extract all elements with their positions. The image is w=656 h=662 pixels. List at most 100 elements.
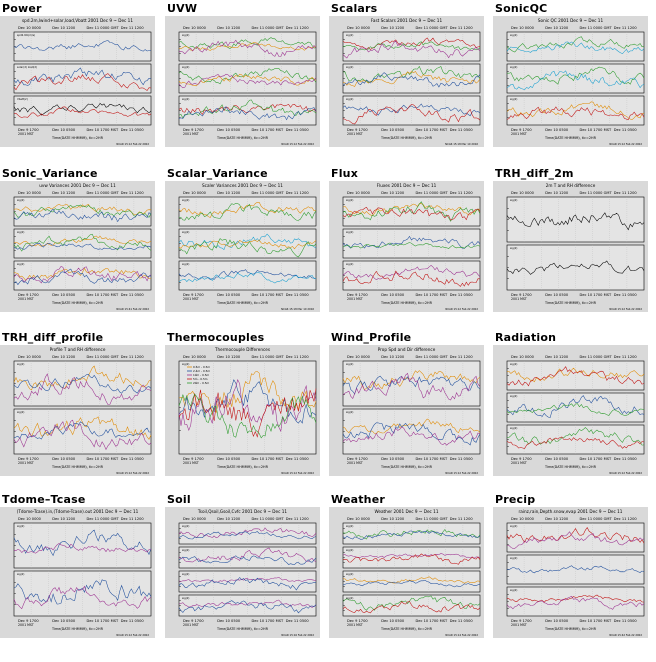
- series-line: [178, 238, 317, 258]
- plot-title: Profile T and RH difference: [50, 347, 106, 352]
- top-axis-label: Dec 10 0000: [18, 355, 42, 359]
- top-axis-label: Dec 11 0000 GMT: [87, 517, 120, 521]
- panel-thumbnail[interactable]: uvw Variances 2001 Dec 9 ~ Dec 11 Dec 10 …: [0, 181, 155, 312]
- series-legend: sig(2): [510, 246, 517, 250]
- series-legend: sig(2): [346, 33, 353, 37]
- top-axis-label: Dec 11 0000 GMT: [580, 355, 613, 359]
- bottom-axis-label: Dec 10 1700 MST: [87, 293, 119, 297]
- top-axis-label: Dec 11 0000 GMT: [416, 191, 449, 195]
- panel-thumbnail[interactable]: rainz,rain,Depth.snow,evap 2001 Dec 9 ~ …: [493, 507, 648, 638]
- bottom-axis-label: Dec 9 1700: [347, 128, 368, 132]
- top-axis-label: Dec 11 0000 GMT: [580, 191, 613, 195]
- panel-thumbnail[interactable]: Profile T and RH difference Dec 10 0000 De…: [0, 345, 155, 476]
- series-line: [13, 40, 152, 52]
- series-line: [342, 203, 481, 217]
- bottom-axis-label: Dec 10 1700 MST: [580, 128, 612, 132]
- time-series-plot: (Tdome-Tcase).in,(Tdome-Tcase).out 2001 …: [0, 507, 155, 638]
- bottom-axis-label: Dec 10 1700 MST: [87, 457, 119, 461]
- series-line: [506, 526, 645, 544]
- legend-entry: 5m - 0.5m: [193, 377, 208, 381]
- series-line: [506, 41, 645, 55]
- bottom-axis-label: Dec 11 0500: [450, 293, 474, 297]
- footer-timestamp: NCAR 15:12 Feb 22 2002: [445, 307, 478, 311]
- series-legend: sig(2): [510, 394, 517, 398]
- panel-label[interactable]: TRH_diff_2m: [495, 167, 574, 180]
- panel-label[interactable]: Precip: [495, 493, 536, 506]
- time-series-plot: Fluxes 2001 Dec 9 ~ Dec 11 Dec 10 0000 Dec…: [329, 181, 484, 312]
- time-axis-title: Time(DATE HHMMM), tic=2HR: [216, 136, 269, 140]
- series-line: [178, 531, 317, 540]
- bottom-axis-label: Dec 11 0500: [450, 457, 474, 461]
- panel-sonic_variance: Sonic_Variance uvw Variances 2001 Dec 9 ~…: [0, 167, 163, 330]
- panel-label[interactable]: Thermocouples: [167, 331, 265, 344]
- top-axis-label: Dec 10 1200: [217, 191, 241, 195]
- local-time-label: 2001 MST: [347, 623, 363, 627]
- bottom-axis-label: Dec 11 0500: [286, 293, 310, 297]
- bottom-axis-label: Dec 9 1700: [183, 128, 204, 132]
- time-series-plot: Tsoil,Qsoil,Gsoil,Cvfc 2001 Dec 9 ~ Dec …: [165, 507, 320, 638]
- panel-label[interactable]: Radiation: [495, 331, 557, 344]
- series-line: [178, 39, 317, 57]
- panel-label[interactable]: SonicQC: [495, 2, 548, 15]
- panel-thumbnail[interactable]: 2m T and RH difference Dec 10 0000 Dec 10 …: [493, 181, 648, 312]
- top-axis-label: Dec 10 1200: [381, 517, 405, 521]
- top-axis-label: Dec 11 1200: [121, 191, 145, 195]
- panel-thumbnail[interactable]: Dec 10 0000 Dec 10 1200 Dec 11 0000 GMT Dec…: [165, 16, 320, 147]
- plot-title: Scaler Variances 2001 Dec 9 ~ Dec 11: [202, 183, 283, 188]
- panel-label[interactable]: Sonic_Variance: [2, 167, 98, 180]
- series-legend: sig(2): [182, 548, 189, 552]
- panel-label[interactable]: Tdome–Tcase: [2, 493, 86, 506]
- top-axis-label: Dec 11 0000 GMT: [87, 355, 120, 359]
- series-line: [13, 268, 152, 286]
- panel-label[interactable]: Power: [2, 2, 42, 15]
- series-legend: sig(2): [346, 262, 353, 266]
- series-line: [506, 403, 645, 416]
- panel-label[interactable]: Wind_Profile: [331, 331, 412, 344]
- series-legend: sig(2): [510, 97, 517, 101]
- top-axis-label: Dec 10 1200: [52, 26, 76, 30]
- series-line: [342, 426, 481, 446]
- panel-label[interactable]: Scalar_Variance: [167, 167, 268, 180]
- plot-title: spd.2m,lwind+solar,load,Vbatt 2001 Dec 9…: [22, 18, 133, 23]
- series-legend: sig(2): [182, 362, 189, 366]
- bottom-axis-label: Dec 9 1700: [18, 619, 39, 623]
- panel-thumbnail[interactable]: Tsoil,Qsoil,Gsoil,Cvfc 2001 Dec 9 ~ Dec …: [165, 507, 320, 638]
- series-legend: Vbatt(2): [17, 97, 28, 101]
- series-line: [342, 580, 481, 588]
- local-time-label: 2001 MST: [347, 297, 363, 301]
- bottom-axis-label: Dec 9 1700: [183, 293, 204, 297]
- footer-timestamp: NCAR 15:12 Feb 22 2002: [281, 471, 314, 475]
- series-line: [13, 106, 152, 118]
- local-time-label: 2001 MST: [511, 461, 527, 465]
- panel-thumbnail[interactable]: Scaler Variances 2001 Dec 9 ~ Dec 11 Dec …: [165, 181, 320, 312]
- panel-thumbnail[interactable]: Dec 10 0000 Dec 10 1200 Dec 11 0000 GMT Dec…: [493, 345, 648, 476]
- panel-thumbnail[interactable]: Sonic QC 2001 Dec 9 ~ Dec 11 Dec 10 0000 D…: [493, 16, 648, 147]
- panel-thumbnail[interactable]: spd.2m,lwind+solar,load,Vbatt 2001 Dec 9…: [0, 16, 155, 147]
- time-axis-title: Time(DATE HHMMM), tic=2HR: [544, 301, 597, 305]
- top-axis-label: Dec 11 1200: [614, 355, 638, 359]
- panel-thumbnail[interactable]: Prop Spd and Dir difference Dec 10 0000 De…: [329, 345, 484, 476]
- top-axis-label: Dec 10 0000: [347, 355, 371, 359]
- series-line: [342, 242, 481, 249]
- panel-label[interactable]: Scalars: [331, 2, 378, 15]
- series-line: [178, 555, 317, 565]
- bottom-axis-label: Dec 11 0500: [286, 128, 310, 132]
- panel-label[interactable]: Soil: [167, 493, 191, 506]
- panel-label[interactable]: UVW: [167, 2, 198, 15]
- panel-thumbnail[interactable]: Weather 2001 Dec 9 ~ Dec 11 Dec 10 0000 De…: [329, 507, 484, 638]
- bottom-axis-label: Dec 10 1700 MST: [580, 457, 612, 461]
- panel-thumbnail[interactable]: Fast Scalars 2001 Dec 9 ~ Dec 11 Dec 10 0…: [329, 16, 484, 147]
- bottom-axis-label: Dec 11 0500: [286, 457, 310, 461]
- panel-thumbnail[interactable]: (Tdome-Tcase).in,(Tdome-Tcase).out 2001 …: [0, 507, 155, 638]
- panel-thumbnail[interactable]: Fluxes 2001 Dec 9 ~ Dec 11 Dec 10 0000 Dec…: [329, 181, 484, 312]
- plot-title: uvw Variances 2001 Dec 9 ~ Dec 11: [39, 183, 116, 188]
- series-legend: sig(2): [346, 362, 353, 366]
- panel-label[interactable]: Weather: [331, 493, 385, 506]
- series-line: [13, 204, 152, 218]
- local-time-label: 2001 MST: [18, 297, 34, 301]
- series-line: [342, 553, 481, 559]
- panel-thumbnail[interactable]: Thermocouple Differences Dec 10 0000 Dec 1…: [165, 345, 320, 476]
- panel-label[interactable]: Flux: [331, 167, 359, 180]
- plot-title: (Tdome-Tcase).in,(Tdome-Tcase).out 2001 …: [17, 509, 139, 514]
- panel-label[interactable]: TRH_diff_profile: [2, 331, 104, 344]
